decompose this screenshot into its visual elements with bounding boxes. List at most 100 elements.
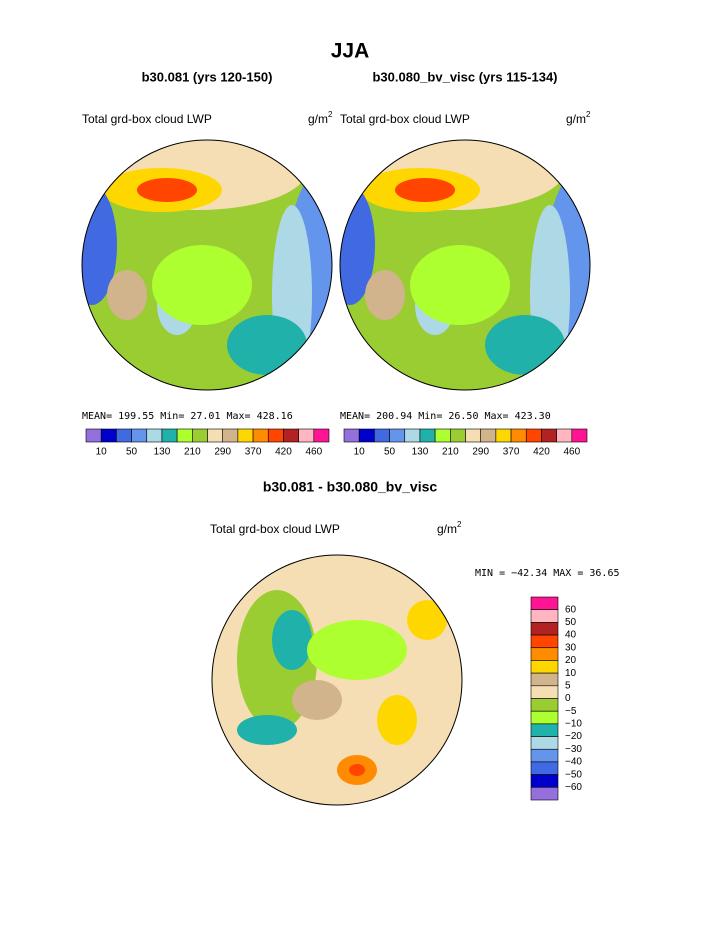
unit: g/m2 <box>566 110 591 126</box>
colorbar-label: 50 <box>384 447 396 458</box>
colorbar-box <box>530 609 559 623</box>
colorbar-box <box>495 428 512 443</box>
colorbar-box <box>450 428 466 443</box>
colorbar-box <box>116 428 132 443</box>
map-left <box>82 140 332 390</box>
colorbar-label: −30 <box>565 744 582 755</box>
colorbar-label: 370 <box>503 447 520 458</box>
colorbar-label: 50 <box>565 617 577 628</box>
colorbar-label: 0 <box>565 693 571 704</box>
diff-title: b30.081 - b30.080_bv_visc <box>263 479 438 495</box>
colorbar-label: 20 <box>565 655 577 666</box>
colorbar-label: −20 <box>565 731 582 742</box>
colorbar-label: 210 <box>442 447 459 458</box>
colorbar-box <box>530 787 559 801</box>
colorbar-box <box>465 428 481 443</box>
colorbar-label: 290 <box>214 447 231 458</box>
stats: MEAN= 199.55 Min= 27.01 Max= 428.16 <box>82 411 293 422</box>
title: JJA <box>331 40 370 63</box>
map-diff <box>212 555 462 805</box>
colorbar-label: 10 <box>354 447 366 458</box>
colorbar-label: 420 <box>533 447 550 458</box>
colorbar-box <box>100 428 117 443</box>
colorbar-label: −5 <box>565 706 577 717</box>
map-border <box>339 139 591 391</box>
colorbar-label: 130 <box>154 447 171 458</box>
stats: MIN = −42.34 MAX = 36.65 <box>475 568 620 579</box>
colorbar-label: −50 <box>565 769 582 780</box>
colorbar-label: 130 <box>412 447 429 458</box>
colorbar-box <box>419 428 436 443</box>
colorbar-label: 30 <box>565 642 577 653</box>
stats: MEAN= 200.94 Min= 26.50 Max= 423.30 <box>340 411 551 422</box>
colorbar-label: 420 <box>275 447 292 458</box>
colorbar-box <box>298 428 315 443</box>
colorbar-box <box>237 428 254 443</box>
colorbar-box <box>434 428 451 443</box>
colorbar-box <box>404 428 421 443</box>
unit: g/m2 <box>308 110 333 126</box>
colorbar-box <box>358 428 375 443</box>
colorbar-box <box>530 761 559 775</box>
colorbar-box <box>530 774 559 788</box>
field-label: Total grd-box cloud LWP <box>210 522 340 536</box>
colorbar-box <box>530 698 559 712</box>
colorbar-box <box>222 428 239 443</box>
colorbar-box <box>530 736 559 750</box>
colorbar-label: 290 <box>472 447 489 458</box>
colorbar-label: 50 <box>126 447 138 458</box>
colorbar-label: 460 <box>563 447 580 458</box>
colorbar-label: 40 <box>565 630 577 641</box>
colorbar-box <box>192 428 208 443</box>
colorbar-label: 460 <box>305 447 322 458</box>
unit-sup: 2 <box>586 110 591 119</box>
colorbar-box <box>525 428 542 443</box>
field-label: Total grd-box cloud LWP <box>340 112 470 126</box>
map-border <box>211 554 463 806</box>
colorbar-box <box>571 428 588 443</box>
colorbar-label: 60 <box>565 604 577 615</box>
colorbar-label: 210 <box>184 447 201 458</box>
colorbar-box <box>530 647 559 661</box>
colorbar-box <box>530 622 559 636</box>
colorbar-box <box>480 428 497 443</box>
unit-base: g/m <box>566 112 586 126</box>
colorbar-box <box>530 710 559 725</box>
field-label: Total grd-box cloud LWP <box>82 112 212 126</box>
colorbar-box <box>313 428 330 443</box>
map-right <box>340 140 590 390</box>
colorbar-box <box>131 428 148 443</box>
colorbar-label: 10 <box>565 668 577 679</box>
colorbar-label: −10 <box>565 719 582 730</box>
colorbar-box <box>541 428 557 443</box>
colorbar-box <box>343 428 360 443</box>
colorbar-label: 5 <box>565 680 571 691</box>
colorbar-label: 10 <box>96 447 108 458</box>
map-border <box>81 139 333 391</box>
unit: g/m2 <box>437 520 462 536</box>
colorbar-box <box>283 428 299 443</box>
colorbar-label: 370 <box>245 447 262 458</box>
colorbar-box <box>530 672 559 687</box>
colorbar-box <box>252 428 269 443</box>
colorbar-label: −60 <box>565 782 582 793</box>
colorbar-box <box>207 428 223 443</box>
unit-base: g/m <box>308 112 328 126</box>
subtitle: b30.080_bv_visc (yrs 115-134) <box>372 69 557 84</box>
unit-sup: 2 <box>328 110 333 119</box>
colorbar-box <box>556 428 573 443</box>
unit-sup: 2 <box>457 520 462 529</box>
colorbar-box <box>530 723 559 737</box>
colorbar-box <box>530 660 559 674</box>
colorbar-box <box>530 685 559 699</box>
colorbar-box <box>389 428 406 443</box>
colorbar-label: −40 <box>565 757 582 768</box>
colorbar-box <box>530 748 559 763</box>
colorbar-box <box>267 428 284 443</box>
unit-base: g/m <box>437 522 457 536</box>
colorbar-box <box>176 428 193 443</box>
colorbar-box <box>510 428 527 443</box>
colorbar-box <box>374 428 390 443</box>
subtitle: b30.081 (yrs 120-150) <box>142 69 273 84</box>
